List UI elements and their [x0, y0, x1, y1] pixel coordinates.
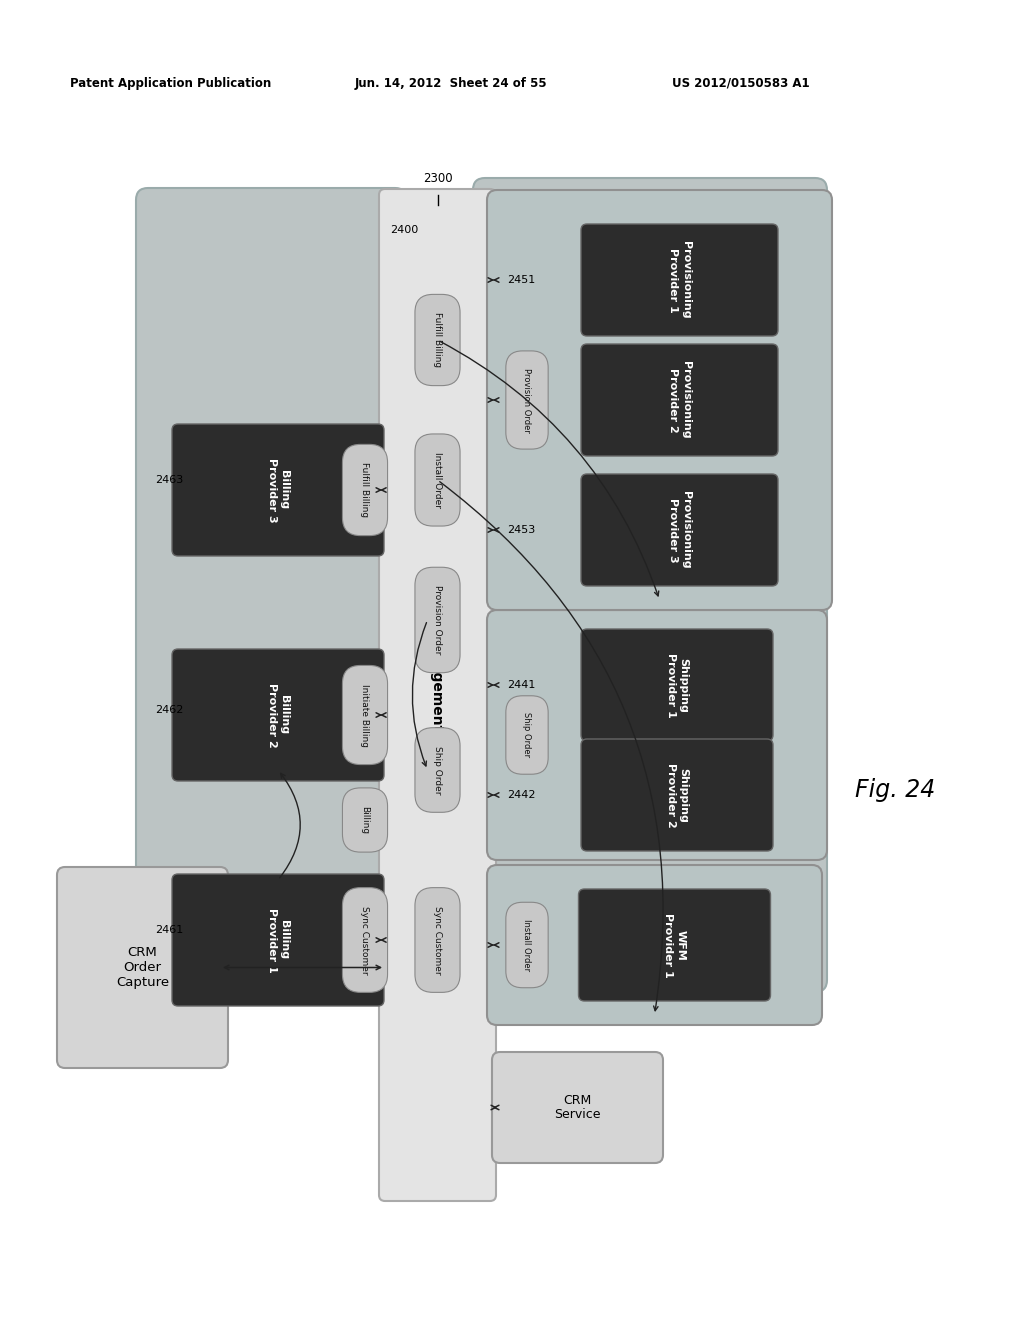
Text: 2453: 2453 — [507, 525, 536, 535]
Text: Ship Order: Ship Order — [522, 713, 531, 758]
FancyBboxPatch shape — [581, 630, 773, 741]
Text: Billing
Provider 1: Billing Provider 1 — [267, 908, 289, 973]
Text: Install Order: Install Order — [522, 919, 531, 972]
Text: 2442: 2442 — [507, 789, 536, 800]
FancyBboxPatch shape — [57, 867, 228, 1068]
FancyBboxPatch shape — [581, 474, 778, 586]
Text: WFM
Provider 1: WFM Provider 1 — [664, 912, 686, 977]
Text: Install Order: Install Order — [433, 451, 442, 508]
FancyBboxPatch shape — [172, 424, 384, 556]
Text: Shipping
Provider 1: Shipping Provider 1 — [666, 652, 688, 717]
Text: 2451: 2451 — [507, 275, 536, 285]
FancyBboxPatch shape — [581, 345, 778, 455]
Text: CRM
Order
Capture: CRM Order Capture — [116, 946, 169, 989]
Text: Initiate Billing: Initiate Billing — [360, 684, 370, 747]
Text: Fig. 24: Fig. 24 — [855, 777, 935, 803]
FancyBboxPatch shape — [487, 865, 822, 1026]
FancyBboxPatch shape — [487, 610, 827, 861]
Text: Provisioning
Provider 2: Provisioning Provider 2 — [669, 362, 691, 438]
FancyBboxPatch shape — [579, 888, 770, 1001]
FancyBboxPatch shape — [492, 1052, 663, 1163]
Text: Provision Order: Provision Order — [433, 585, 442, 655]
FancyBboxPatch shape — [581, 224, 778, 337]
Text: 2441: 2441 — [507, 680, 536, 690]
Text: Provisioning
Provider 3: Provisioning Provider 3 — [669, 491, 691, 569]
FancyBboxPatch shape — [172, 649, 384, 781]
Text: 2431: 2431 — [507, 940, 536, 950]
FancyBboxPatch shape — [379, 189, 496, 1201]
Text: Provisioning
Provider 1: Provisioning Provider 1 — [669, 242, 691, 319]
Text: CRM
Service: CRM Service — [554, 1093, 601, 1122]
Text: Billing: Billing — [360, 807, 370, 834]
Text: 2300: 2300 — [423, 172, 453, 185]
Text: Order Management: Order Management — [430, 579, 444, 731]
Text: Ship Order: Ship Order — [433, 746, 442, 795]
Text: US 2012/0150583 A1: US 2012/0150583 A1 — [672, 77, 810, 90]
Text: Billing
Provider 3: Billing Provider 3 — [267, 458, 289, 523]
Text: 2461: 2461 — [155, 925, 183, 935]
FancyBboxPatch shape — [581, 739, 773, 851]
FancyBboxPatch shape — [473, 178, 827, 993]
Text: 2452: 2452 — [507, 395, 536, 405]
Text: Jun. 14, 2012  Sheet 24 of 55: Jun. 14, 2012 Sheet 24 of 55 — [355, 77, 548, 90]
Text: Billing
Provider 2: Billing Provider 2 — [267, 682, 289, 747]
Text: Fulfill Billing: Fulfill Billing — [360, 462, 370, 517]
Text: Shipping
Provider 2: Shipping Provider 2 — [666, 763, 688, 828]
Text: Sync Customer: Sync Customer — [433, 906, 442, 974]
Text: 2462: 2462 — [155, 705, 183, 715]
Text: Provision Order: Provision Order — [522, 367, 531, 433]
Text: Patent Application Publication: Patent Application Publication — [70, 77, 271, 90]
Text: 2463: 2463 — [155, 475, 183, 484]
Text: Fulfill Billing: Fulfill Billing — [433, 313, 442, 367]
Text: Sync Customer: Sync Customer — [360, 906, 370, 974]
FancyBboxPatch shape — [136, 187, 407, 882]
FancyBboxPatch shape — [172, 874, 384, 1006]
FancyBboxPatch shape — [487, 190, 831, 610]
Text: 2400: 2400 — [390, 224, 418, 235]
